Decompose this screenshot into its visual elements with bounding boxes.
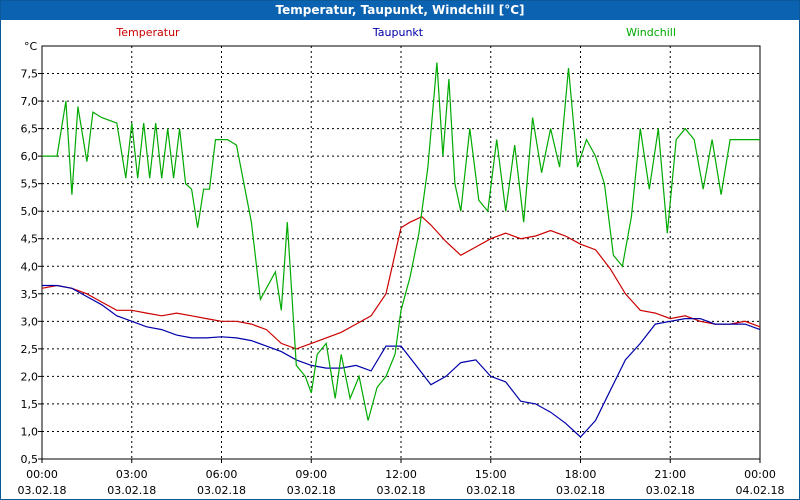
grid-lines	[41, 45, 761, 460]
y-tick-label: 6,5	[21, 123, 39, 136]
x-tick-date: 03.02.18	[377, 484, 426, 497]
x-tick-time: 06:00	[206, 468, 238, 481]
y-tick-label: 4,0	[21, 260, 39, 273]
y-tick-label: 7,0	[21, 95, 39, 108]
x-tick-time: 09:00	[295, 468, 327, 481]
legend-windchill: Windchill	[626, 26, 676, 39]
y-tick-label: 5,0	[21, 205, 39, 218]
x-tick-time: 15:00	[475, 468, 507, 481]
y-axis: 0,5 1,0 1,5 2,0 2,5 3,0 3,5 4,0 4,5 5,0 5,5 6,0 6,5 7…	[21, 68, 42, 466]
y-tick-label: 6,0	[21, 150, 39, 163]
x-tick-time: 03:00	[116, 468, 148, 481]
legend-temperatur: Temperatur	[115, 26, 180, 39]
x-tick-date: 03.02.18	[556, 484, 605, 497]
x-tick-date: 03.02.18	[107, 484, 156, 497]
x-tick-date: 03.02.18	[18, 484, 67, 497]
y-tick-label: 3,0	[21, 315, 39, 328]
y-tick-label: 2,5	[21, 343, 39, 356]
x-tick-time: 00:00	[744, 468, 776, 481]
series-lines	[41, 62, 761, 438]
x-tick-date: 03.02.18	[197, 484, 246, 497]
x-tick-date: 03.02.18	[466, 484, 515, 497]
x-tick-time: 18:00	[565, 468, 597, 481]
series-line-taupunkt	[42, 284, 761, 438]
x-tick-date: 04.02.18	[736, 484, 785, 497]
x-tick-time: 00:00	[26, 468, 58, 481]
y-tick-label: 1,0	[21, 425, 39, 438]
legend-taupunkt: Taupunkt	[372, 26, 424, 39]
y-tick-label: 5,5	[21, 178, 39, 191]
y-tick-label: 0,5	[21, 453, 39, 466]
x-tick-time: 21:00	[654, 468, 686, 481]
y-tick-label: 3,5	[21, 288, 39, 301]
series-line-temperatur	[41, 215, 761, 350]
y-tick-label: 4,5	[21, 233, 39, 246]
y-tick-label: 2,0	[21, 370, 39, 383]
x-axis: 00:00 03.02.18 03:00 03.02.18 06:00 03.02.18 0…	[18, 459, 785, 497]
x-tick-date: 03.02.18	[646, 484, 695, 497]
x-tick-time: 12:00	[385, 468, 417, 481]
series-line-windchill	[42, 62, 760, 421]
x-tick-date: 03.02.18	[287, 484, 336, 497]
chart-title: Temperatur, Taupunkt, Windchill [°C]	[1, 1, 799, 20]
y-tick-label: 1,5	[21, 398, 39, 411]
y-tick-label: 7,5	[21, 68, 39, 81]
y-axis-label: °C	[24, 40, 38, 53]
